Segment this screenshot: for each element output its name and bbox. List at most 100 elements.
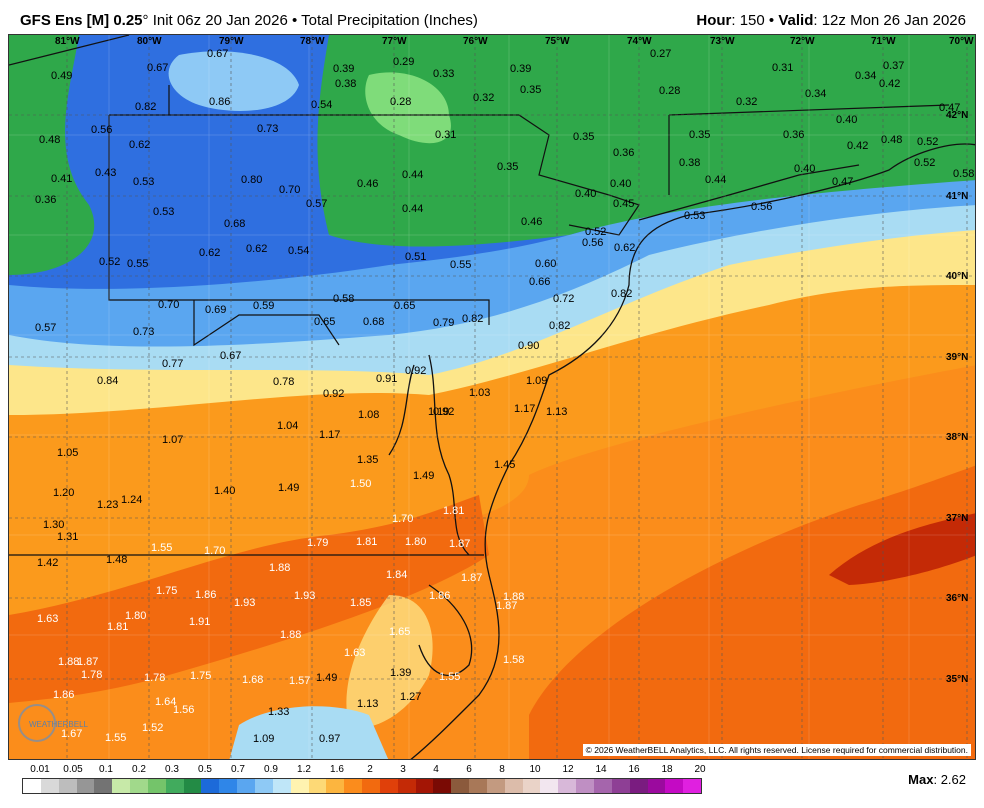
precip-value: 0.52 (917, 136, 938, 148)
precip-value: 0.38 (679, 157, 700, 169)
precip-value: 0.92 (433, 406, 454, 418)
precip-value: 0.77 (162, 358, 183, 370)
legend-swatch (254, 779, 273, 793)
precip-value: 0.46 (357, 178, 378, 190)
valid-label: Valid (778, 12, 814, 29)
precip-value: 1.86 (195, 589, 216, 601)
potomac (388, 364, 415, 456)
logo-text: WEATHERBELL (29, 720, 89, 729)
graticule (9, 35, 975, 759)
lon-tick: 76°W (463, 36, 488, 47)
precip-value: 1.20 (53, 487, 74, 499)
lon-tick: 77°W (382, 36, 407, 47)
legend-label: 0.2 (132, 764, 146, 775)
band-dark-orange-sea (529, 465, 975, 759)
precip-value: 0.82 (549, 320, 570, 332)
coastline (388, 143, 975, 759)
precip-value: 1.86 (53, 689, 74, 701)
precip-value: 0.70 (158, 299, 179, 311)
precip-value: 1.05 (57, 447, 78, 459)
precip-value: 0.90 (518, 340, 539, 352)
precip-value: 0.53 (153, 206, 174, 218)
lon-tick: 79°W (219, 36, 244, 47)
legend-swatch (237, 779, 255, 793)
lon-tick: 74°W (627, 36, 652, 47)
legend-swatch (486, 779, 505, 793)
precip-value: 1.13 (357, 698, 378, 710)
precip-value: 0.32 (736, 96, 757, 108)
precip-value: 1.13 (546, 406, 567, 418)
legend-label: 14 (595, 764, 607, 775)
precip-value: 1.48 (106, 554, 127, 566)
legend-label: 0.7 (231, 764, 245, 775)
precip-value: 1.19 (428, 406, 449, 418)
legend-label: 0.3 (165, 764, 179, 775)
precip-value: 1.52 (142, 722, 163, 734)
precip-value: 0.34 (855, 70, 876, 82)
precip-value: 0.68 (363, 316, 384, 328)
precip-value: 0.44 (402, 169, 423, 181)
precip-value: 1.93 (234, 597, 255, 609)
precip-value: 0.84 (97, 375, 118, 387)
legend-swatch (183, 779, 202, 793)
lon-tick: 72°W (790, 36, 815, 47)
lake-erie-shore (9, 35, 130, 66)
precip-value: 0.62 (199, 247, 220, 259)
precip-value: 0.45 (613, 198, 634, 210)
precip-value: 0.57 (35, 322, 56, 334)
precip-value: 1.87 (449, 538, 470, 550)
precip-value: 0.42 (847, 140, 868, 152)
lon-tick: 71°W (871, 36, 896, 47)
precip-value: 1.55 (105, 732, 126, 744)
precip-value: 0.35 (497, 161, 518, 173)
map-header: GFS Ens [M] 0.25° Init 06z 20 Jan 2026 •… (0, 0, 984, 34)
precip-value: 0.54 (311, 99, 332, 111)
legend-swatch (379, 779, 398, 793)
max-label: Max (908, 772, 934, 787)
precip-value: 0.49 (51, 70, 72, 82)
precip-value-labels: 0.49 0.67 0.67 0.82 0.86 0.54 0.39 0.38 0.29 0.33… (35, 48, 974, 745)
legend-label: 4 (433, 764, 439, 775)
precip-value: 1.07 (162, 434, 183, 446)
separator-dot: • (291, 12, 298, 29)
legend-swatch (647, 779, 666, 793)
legend-label: 0.01 (30, 764, 50, 775)
legend-label: 8 (499, 764, 505, 775)
title-left: GFS Ens [M] 0.25° Init 06z 20 Jan 2026 •… (20, 12, 478, 29)
legend-swatch (76, 779, 95, 793)
legend-swatch (147, 779, 166, 793)
precip-value: 0.35 (520, 84, 541, 96)
legend-swatch (58, 779, 77, 793)
precip-value: 0.44 (402, 203, 423, 215)
state-borders (9, 35, 950, 556)
precip-value: 0.73 (133, 326, 154, 338)
valid-time: 12z Mon 26 Jan 2026 (821, 12, 966, 29)
hour-value: 150 (739, 12, 765, 29)
precip-value: 0.39 (510, 63, 531, 75)
legend-label: 0.9 (264, 764, 278, 775)
precip-value: 0.28 (659, 85, 680, 97)
legend-label: 16 (628, 764, 640, 775)
precip-value: 0.32 (473, 92, 494, 104)
precip-value: 0.35 (573, 131, 594, 143)
precip-value: 0.36 (35, 194, 56, 206)
band-green-east (317, 35, 975, 247)
precip-value: 1.35 (357, 454, 378, 466)
precipitation-map[interactable]: 81°W 80°W 79°W 78°W 77°W 76°W 75°W 74°W … (8, 34, 976, 760)
precip-value: 1.81 (443, 505, 464, 517)
precip-value: 0.59 (253, 300, 274, 312)
precip-value: 1.88 (280, 629, 301, 641)
legend-swatch (165, 779, 184, 793)
legend-label: 6 (466, 764, 472, 775)
ma-border (668, 104, 950, 116)
precip-value: 0.56 (582, 237, 603, 249)
legend-swatch (683, 779, 702, 793)
ny-pa-border (109, 85, 640, 236)
precip-value: 1.27 (400, 691, 421, 703)
legend-swatch (272, 779, 291, 793)
precip-value: 0.55 (450, 259, 471, 271)
legend-label: 0.5 (198, 764, 212, 775)
max-value: 2.62 (940, 772, 966, 787)
precip-value: 1.03 (469, 387, 490, 399)
precip-value: 0.55 (127, 258, 148, 270)
